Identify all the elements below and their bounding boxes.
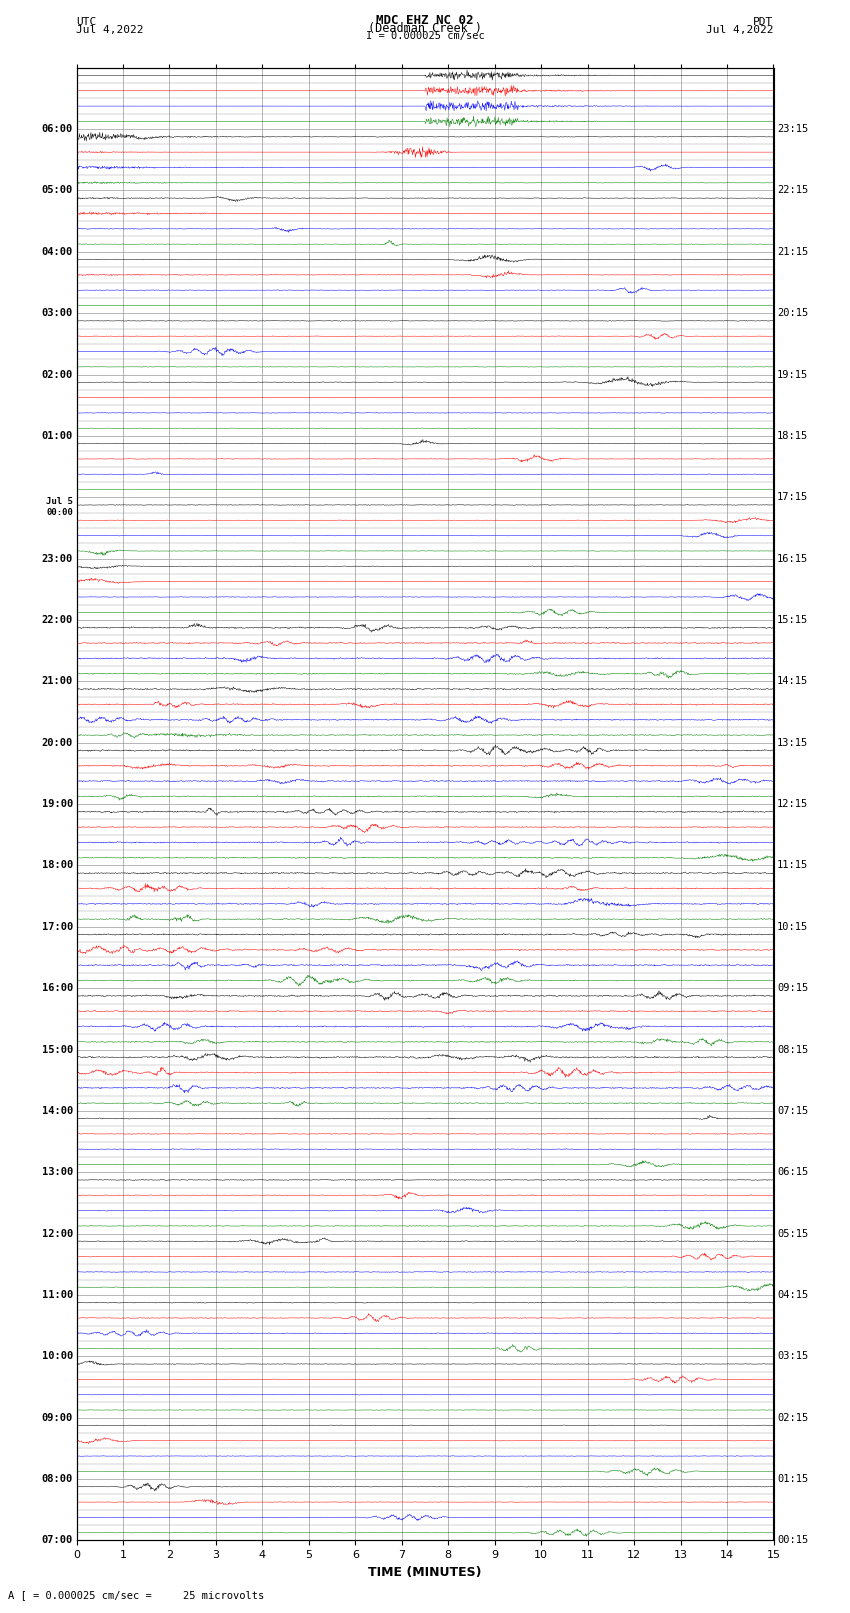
Text: 22:00: 22:00 [42,615,73,624]
Text: 20:15: 20:15 [777,308,808,318]
Text: Jul 4,2022: Jul 4,2022 [706,24,774,35]
Text: 06:00: 06:00 [42,124,73,134]
Text: 14:00: 14:00 [42,1107,73,1116]
Text: 13:00: 13:00 [42,1168,73,1177]
Text: 02:00: 02:00 [42,369,73,379]
Text: 11:15: 11:15 [777,860,808,871]
Text: 09:00: 09:00 [42,1413,73,1423]
Text: 22:15: 22:15 [777,185,808,195]
Text: 18:15: 18:15 [777,431,808,440]
Text: 03:00: 03:00 [42,308,73,318]
Text: Jul 5
00:00: Jul 5 00:00 [46,497,73,516]
Text: 05:15: 05:15 [777,1229,808,1239]
Text: 03:15: 03:15 [777,1352,808,1361]
Text: 19:00: 19:00 [42,798,73,810]
Text: 12:00: 12:00 [42,1229,73,1239]
X-axis label: TIME (MINUTES): TIME (MINUTES) [368,1566,482,1579]
Text: 00:15: 00:15 [777,1536,808,1545]
Text: (Deadman Creek ): (Deadman Creek ) [368,21,482,35]
Text: I = 0.000025 cm/sec: I = 0.000025 cm/sec [366,31,484,40]
Text: 15:15: 15:15 [777,615,808,624]
Text: MDC EHZ NC 02: MDC EHZ NC 02 [377,13,473,26]
Text: 05:00: 05:00 [42,185,73,195]
Text: 06:15: 06:15 [777,1168,808,1177]
Text: 21:15: 21:15 [777,247,808,256]
Text: UTC: UTC [76,16,97,26]
Text: 15:00: 15:00 [42,1045,73,1055]
Text: 04:15: 04:15 [777,1290,808,1300]
Text: 17:15: 17:15 [777,492,808,502]
Text: 23:15: 23:15 [777,124,808,134]
Text: 11:00: 11:00 [42,1290,73,1300]
Text: 08:15: 08:15 [777,1045,808,1055]
Text: PDT: PDT [753,16,774,26]
Text: A [ = 0.000025 cm/sec =     25 microvolts: A [ = 0.000025 cm/sec = 25 microvolts [8,1590,264,1600]
Text: 21:00: 21:00 [42,676,73,687]
Text: 04:00: 04:00 [42,247,73,256]
Text: 08:00: 08:00 [42,1474,73,1484]
Text: 07:15: 07:15 [777,1107,808,1116]
Text: 16:15: 16:15 [777,553,808,563]
Text: 09:15: 09:15 [777,984,808,994]
Text: 18:00: 18:00 [42,860,73,871]
Text: 01:00: 01:00 [42,431,73,440]
Text: 23:00: 23:00 [42,553,73,563]
Text: 02:15: 02:15 [777,1413,808,1423]
Text: 16:00: 16:00 [42,984,73,994]
Text: 14:15: 14:15 [777,676,808,687]
Text: Jul 4,2022: Jul 4,2022 [76,24,144,35]
Text: 17:00: 17:00 [42,921,73,932]
Text: 12:15: 12:15 [777,798,808,810]
Text: 20:00: 20:00 [42,737,73,748]
Text: 10:00: 10:00 [42,1352,73,1361]
Text: 07:00: 07:00 [42,1536,73,1545]
Text: 01:15: 01:15 [777,1474,808,1484]
Text: 10:15: 10:15 [777,921,808,932]
Text: 19:15: 19:15 [777,369,808,379]
Text: 13:15: 13:15 [777,737,808,748]
